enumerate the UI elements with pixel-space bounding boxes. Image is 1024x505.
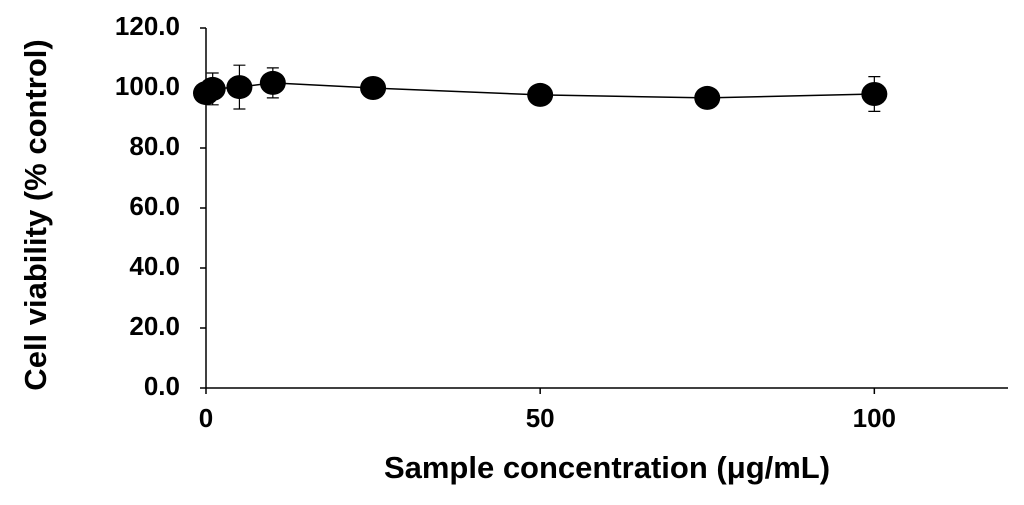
x-tick-label: 50 — [526, 403, 555, 433]
x-tick-label: 100 — [853, 403, 896, 433]
x-tick-label: 0 — [199, 403, 213, 433]
y-tick-label: 60.0 — [129, 191, 180, 221]
y-tick-label: 100.0 — [115, 71, 180, 101]
y-tick-label: 40.0 — [129, 251, 180, 281]
marker — [259, 70, 286, 95]
marker — [226, 75, 253, 100]
marker — [861, 82, 888, 106]
y-tick-label: 0.0 — [144, 371, 180, 401]
x-axis-title: Sample concentration (μg/mL) — [384, 450, 830, 485]
marker — [199, 76, 226, 101]
y-tick-label: 120.0 — [115, 11, 180, 41]
marker — [694, 85, 721, 110]
y-tick-label: 80.0 — [129, 131, 180, 161]
marker — [360, 76, 387, 100]
marker — [527, 82, 554, 107]
y-tick-label: 20.0 — [129, 311, 180, 341]
y-axis-title: Cell viability (% control) — [18, 39, 53, 390]
